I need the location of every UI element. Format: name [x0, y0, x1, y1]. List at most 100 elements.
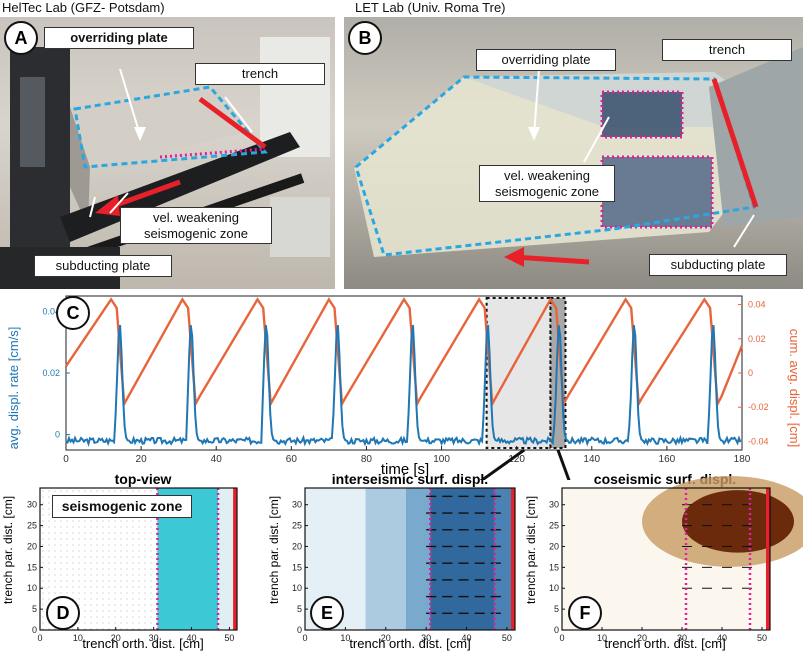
- d-grid-dot: [150, 550, 152, 552]
- d-grid-dot: [84, 544, 86, 546]
- c-xtick-label: 140: [583, 454, 600, 465]
- d-grid-dot: [66, 526, 68, 528]
- d-grid-dot: [42, 544, 44, 546]
- d-grid-dot: [102, 592, 104, 594]
- d-grid-dot: [126, 568, 128, 570]
- panel-c-chart: 0 20 40 60 80 100 120 140 160 180 0 0.02 0.04 0.04 0.0…: [6, 295, 802, 480]
- d-grid-dot: [132, 562, 134, 564]
- d-grid-dot: [102, 568, 104, 570]
- overriding-plate-label: overriding plate: [44, 27, 194, 49]
- vel-weakening-line2: seismogenic zone: [143, 225, 249, 241]
- d-grid-dot: [78, 586, 80, 588]
- d-grid-dot: [96, 604, 98, 606]
- f-ytick-label: 5: [554, 604, 559, 614]
- d-grid-dot: [84, 562, 86, 564]
- d-grid-dot: [42, 496, 44, 498]
- d-grid-dot: [90, 598, 92, 600]
- d-grid-dot: [126, 604, 128, 606]
- d-grid-dot: [84, 592, 86, 594]
- panel-a-letter: A: [4, 21, 38, 55]
- d-grid-dot: [126, 580, 128, 582]
- b-vel-weakening-line2: seismogenic zone: [494, 183, 600, 199]
- d-grid-dot: [72, 586, 74, 588]
- b-vel-weakening-label: vel. weakening seismogenic zone: [479, 165, 615, 203]
- d-grid-dot: [126, 538, 128, 540]
- d-grid-dot: [90, 628, 92, 630]
- d-grid-dot: [78, 580, 80, 582]
- d-grid-dot: [72, 550, 74, 552]
- d-grid-dot: [114, 556, 116, 558]
- subducting-plate-label: subducting plate: [34, 255, 172, 277]
- d-grid-dot: [144, 586, 146, 588]
- d-grid-dot: [84, 598, 86, 600]
- d-grid-dot: [156, 586, 158, 588]
- d-grid-dot: [114, 616, 116, 618]
- d-grid-dot: [66, 550, 68, 552]
- d-grid-dot: [54, 544, 56, 546]
- d-grid-dot: [78, 532, 80, 534]
- d-grid-dot: [144, 538, 146, 540]
- f-xtick-label: 40: [717, 633, 727, 643]
- d-grid-dot: [90, 586, 92, 588]
- d-grid-dot: [150, 580, 152, 582]
- d-grid-dot: [150, 622, 152, 624]
- d-grid-dot: [90, 526, 92, 528]
- c-xtick-label: 40: [211, 454, 223, 465]
- d-grid-dot: [126, 628, 128, 630]
- d-grid-dot: [156, 556, 158, 558]
- d-grid-dot: [72, 580, 74, 582]
- d-grid-dot: [132, 592, 134, 594]
- d-frame: [39, 487, 238, 631]
- c-ytick-right-label: -0.02: [748, 402, 769, 412]
- e-xtick-label: 40: [462, 633, 472, 643]
- d-grid-dot: [60, 574, 62, 576]
- d-grid-dot: [150, 592, 152, 594]
- d-grid-dot: [96, 562, 98, 564]
- d-grid-dot: [84, 526, 86, 528]
- d-grid-dot: [138, 598, 140, 600]
- e-xtick-label: 10: [340, 633, 350, 643]
- d-grid-dot: [42, 622, 44, 624]
- d-grid-dot: [48, 514, 50, 516]
- d-grid-dot: [42, 568, 44, 570]
- d-xtick-label: 30: [149, 633, 159, 643]
- d-grid-dot: [54, 532, 56, 534]
- d-grid-dot: [48, 544, 50, 546]
- d-grid-dot: [126, 526, 128, 528]
- d-grid-dot: [102, 556, 104, 558]
- d-grid-dot: [78, 598, 80, 600]
- d-grid-dot: [114, 598, 116, 600]
- e-title: interseismic surf. displ.: [332, 471, 488, 487]
- e-ytick-label: 20: [292, 541, 302, 551]
- d-grid-dot: [90, 562, 92, 564]
- d-grid-dot: [48, 550, 50, 552]
- d-grid-dot: [120, 562, 122, 564]
- d-grid-dot: [108, 628, 110, 630]
- d-grid-dot: [150, 628, 152, 630]
- vel-weakening-line1: vel. weakening: [153, 210, 239, 225]
- d-grid-dot: [60, 568, 62, 570]
- d-grid-dot: [138, 490, 140, 492]
- d-grid-dot: [78, 592, 80, 594]
- d-grid-dot: [78, 574, 80, 576]
- d-grid-dot: [54, 574, 56, 576]
- e-ytick-label: 10: [292, 583, 302, 593]
- d-grid-dot: [72, 574, 74, 576]
- d-grid-dot: [96, 568, 98, 570]
- d-grid-dot: [150, 556, 152, 558]
- d-grid-dot: [42, 526, 44, 528]
- d-grid-dot: [114, 550, 116, 552]
- d-ytick-label: 10: [27, 583, 37, 593]
- d-grid-dot: [144, 604, 146, 606]
- e-ytick-label: 0: [297, 625, 302, 635]
- c-xtick-label: 0: [63, 454, 69, 465]
- d-grid-dot: [138, 556, 140, 558]
- b-trench-line: [711, 78, 759, 208]
- d-grid-dot: [120, 538, 122, 540]
- d-grid-dot: [150, 490, 152, 492]
- d-grid-dot: [42, 538, 44, 540]
- c-axes-frame: [65, 295, 743, 451]
- d-grid-dot: [108, 490, 110, 492]
- d-xtick-label: 50: [224, 633, 234, 643]
- d-grid-dot: [48, 580, 50, 582]
